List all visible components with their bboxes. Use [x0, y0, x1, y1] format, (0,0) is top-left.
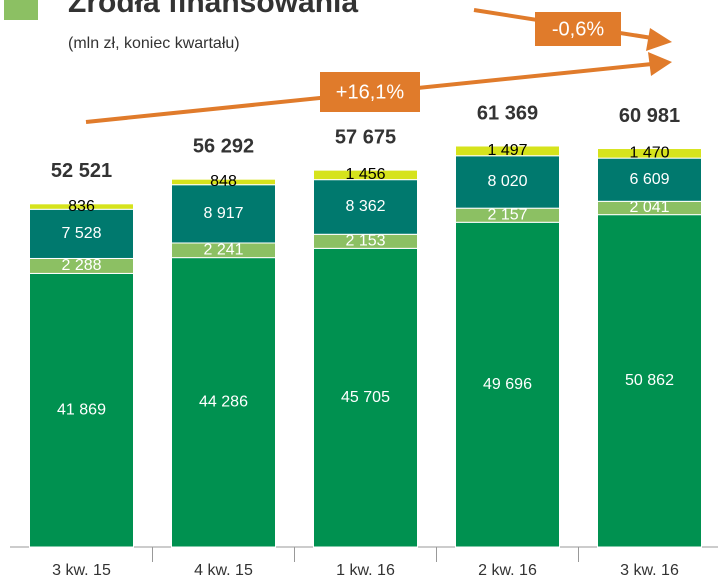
bar-segment	[597, 148, 702, 159]
bar-segment	[455, 221, 560, 548]
value-label: 2 153	[345, 233, 385, 250]
value-label: 49 696	[483, 376, 532, 393]
value-label: 45 705	[341, 389, 390, 406]
value-label: 2 157	[487, 206, 527, 223]
bar-segment	[455, 155, 560, 209]
bar-segment	[455, 145, 560, 157]
value-label: 2 041	[629, 199, 669, 216]
trend-arrow: +16,1%	[85, 52, 672, 124]
value-label: 50 862	[625, 372, 674, 389]
value-label: 8 020	[487, 173, 527, 190]
value-label: 41 869	[57, 401, 106, 418]
title-icon	[4, 0, 38, 20]
bar-segment	[313, 247, 418, 548]
bar-segment	[313, 179, 418, 235]
x-tick-label: 1 kw. 16	[336, 562, 395, 579]
value-label: 2 241	[203, 242, 243, 259]
value-label: 8 362	[345, 198, 385, 215]
chart-subtitle: (mln zł, koniec kwartału)	[68, 35, 240, 52]
value-label: 8 917	[203, 205, 243, 222]
bar-segment	[29, 203, 134, 210]
chart-title: Źródła finansowania	[68, 0, 358, 19]
total-label: 61 369	[477, 102, 538, 124]
value-label: 848	[210, 173, 237, 190]
value-label: 1 470	[629, 145, 669, 162]
total-label: 56 292	[193, 135, 254, 157]
bar-segment	[597, 157, 702, 202]
x-tick-label: 3 kw. 15	[52, 562, 111, 579]
bar-segment	[171, 178, 276, 186]
bar-segment	[597, 214, 702, 548]
annotation: -0,6%	[552, 18, 604, 40]
x-tick-label: 4 kw. 15	[194, 562, 253, 579]
value-label: 7 528	[61, 225, 101, 242]
value-label: 1 456	[345, 166, 385, 183]
x-tick-label: 3 kw. 16	[620, 562, 679, 579]
bar-segment	[313, 169, 418, 181]
total-label: 57 675	[335, 126, 396, 148]
value-label: 44 286	[199, 394, 248, 411]
value-label: 2 288	[61, 257, 101, 274]
total-label: 52 521	[51, 160, 112, 182]
trend-arrow: -0,6%	[473, 8, 672, 51]
value-label: 1 497	[487, 142, 527, 159]
value-label: 6 609	[629, 171, 669, 188]
total-label: 60 981	[619, 105, 680, 127]
x-tick-label: 2 kw. 16	[478, 562, 537, 579]
bar-segment	[29, 272, 134, 548]
bar-segment	[171, 257, 276, 548]
value-label: 836	[68, 198, 95, 215]
annotation: +16,1%	[336, 81, 405, 103]
